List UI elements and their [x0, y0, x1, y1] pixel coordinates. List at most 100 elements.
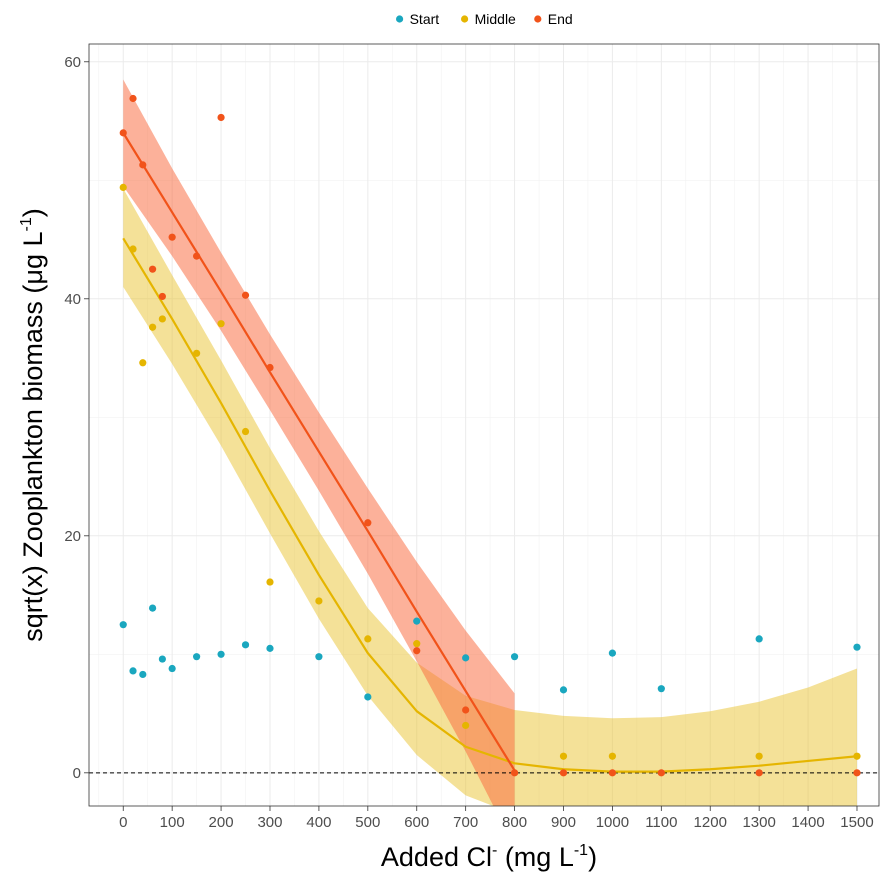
legend-key-end — [534, 15, 542, 23]
x-tick-label: 1300 — [742, 814, 775, 831]
data-point-middle — [241, 427, 250, 436]
data-point-end — [608, 769, 617, 777]
data-point-start — [241, 641, 250, 649]
x-tick-label: 600 — [404, 814, 429, 831]
data-point-end — [168, 233, 176, 241]
data-point-start — [462, 654, 470, 662]
y-tick-label: 40 — [64, 291, 81, 308]
x-tick-label: 500 — [355, 814, 380, 831]
data-point-start — [364, 693, 372, 701]
x-tick-label: 1100 — [645, 814, 677, 831]
data-point-middle — [853, 752, 861, 760]
data-point-end — [755, 769, 763, 777]
x-tick-label: 700 — [453, 814, 478, 831]
data-point-end — [148, 265, 157, 273]
data-point-middle — [462, 721, 470, 730]
x-tick-label: 200 — [209, 814, 234, 831]
data-point-end — [119, 129, 127, 137]
data-point-end — [559, 769, 568, 777]
data-point-middle — [559, 752, 568, 760]
fit-line-end — [122, 132, 516, 772]
x-tick-label: 0 — [119, 814, 127, 831]
fit-lines — [122, 132, 858, 773]
data-point-middle — [158, 315, 166, 323]
x-tick-label: 1500 — [840, 814, 873, 831]
data-point-middle — [119, 183, 127, 191]
data-point-middle — [193, 349, 201, 357]
y-axis-title: sqrt(x) Zooplankton biomass (μg L-1) — [18, 208, 48, 641]
legend-key-middle — [461, 15, 469, 23]
axis-ticks: 0 100 200 300 400 500 600 700 800 900 1000 1100 1200… — [64, 54, 873, 831]
data-point-start — [148, 604, 157, 612]
x-tick-label: 400 — [306, 814, 331, 831]
x-axis-title-close: ) — [588, 842, 597, 872]
data-point-middle — [266, 578, 274, 586]
x-axis-title-unit-superscript: -1 — [574, 842, 588, 859]
data-point-start — [158, 655, 166, 663]
data-point-end — [364, 519, 372, 527]
data-point-start — [168, 664, 176, 673]
y-axis-title-text: sqrt(x) Zooplankton biomass (μg L — [18, 232, 48, 642]
x-tick-label: 1000 — [596, 814, 629, 831]
data-point-middle — [129, 245, 137, 253]
legend: Start Middle End — [396, 11, 573, 27]
y-axis-title-close: ) — [18, 208, 48, 217]
data-point-middle — [148, 323, 157, 331]
data-point-end — [139, 161, 147, 169]
data-point-middle — [315, 597, 323, 605]
data-point-middle — [413, 640, 421, 648]
data-point-end — [510, 769, 519, 777]
legend-key-start — [396, 15, 404, 23]
x-tick-label: 100 — [160, 814, 185, 831]
data-point-start — [266, 644, 274, 652]
data-point-start — [510, 653, 519, 661]
data-point-start — [193, 653, 201, 661]
data-point-middle — [139, 359, 147, 367]
data-point-middle — [755, 752, 763, 760]
x-axis-title-superscript: - — [492, 842, 497, 859]
data-point-end — [158, 292, 166, 301]
data-point-middle — [364, 635, 372, 643]
x-axis-title-unit: (mg L — [497, 842, 574, 872]
data-point-start — [139, 670, 147, 679]
data-point-start — [217, 650, 225, 658]
grid-layer — [89, 44, 879, 806]
data-points — [119, 94, 861, 777]
data-point-start — [608, 649, 617, 657]
plot-border — [88, 43, 880, 807]
data-point-start — [657, 685, 665, 693]
data-point-end — [193, 252, 201, 260]
data-point-start — [129, 667, 137, 675]
data-point-end — [266, 363, 274, 372]
data-point-start — [853, 643, 861, 651]
x-tick-label: 800 — [502, 814, 527, 831]
legend-label-middle: Middle — [475, 11, 516, 27]
x-tick-label: 900 — [551, 814, 576, 831]
ci-ribbon-middle — [123, 188, 857, 806]
x-tick-label: 300 — [257, 814, 282, 831]
fit-line-middle — [122, 237, 858, 773]
data-point-end — [413, 647, 421, 655]
data-point-start — [315, 653, 323, 661]
data-point-end — [217, 113, 225, 122]
y-tick-label: 60 — [64, 54, 81, 71]
y-tick-label: 0 — [73, 765, 81, 782]
x-axis-title-text: Added Cl — [381, 842, 492, 872]
legend-label-start: Start — [410, 11, 440, 27]
data-point-end — [462, 706, 470, 714]
data-point-middle — [608, 752, 617, 760]
x-tick-label: 1400 — [791, 814, 824, 831]
data-point-start — [413, 617, 421, 625]
x-tick-label: 1200 — [694, 814, 727, 831]
x-axis-title: Added Cl- (mg L-1) — [381, 842, 597, 872]
y-tick-label: 20 — [64, 528, 81, 545]
data-point-end — [241, 291, 250, 299]
data-point-start — [119, 621, 127, 629]
data-point-end — [853, 769, 861, 777]
data-point-start — [559, 686, 568, 694]
data-point-end — [657, 769, 665, 777]
legend-label-end: End — [548, 11, 573, 27]
data-point-end — [129, 94, 137, 103]
